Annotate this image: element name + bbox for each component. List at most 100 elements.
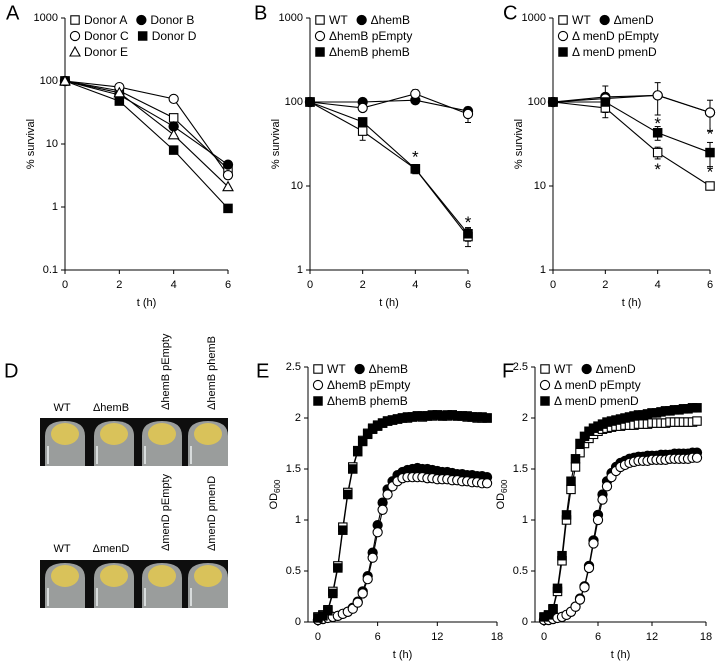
marker (70, 15, 80, 25)
chart-panel: F 0 0.5 1 1.5 2 2.5 0 6 12 18 t (h) OD600 WT ΔmenD Δ me… (495, 360, 712, 661)
annotation: * (707, 162, 714, 181)
legend-label: ΔhemB phemB (327, 394, 408, 408)
marker (314, 30, 326, 42)
pellet (100, 423, 128, 445)
y-axis-label: OD600 (495, 479, 509, 509)
marker (410, 88, 421, 100)
series-line (64, 80, 229, 166)
marker (313, 396, 323, 406)
legend-label: ΔhemB pEmpty (327, 378, 410, 392)
pellet (148, 565, 176, 587)
legend-entry: WT (313, 362, 346, 376)
y-tick-label: 2 (522, 412, 528, 424)
y-axis-label: % survival (25, 119, 37, 169)
legend-entry: WT (315, 13, 348, 27)
marker (558, 47, 568, 57)
marker (59, 74, 71, 86)
legend-entry: Donor E (69, 45, 128, 59)
marker (312, 379, 324, 391)
marker (114, 96, 125, 106)
marker (328, 588, 338, 599)
marker (557, 30, 569, 42)
marker (323, 606, 333, 616)
x-tick-label: 4 (171, 279, 177, 291)
panel-label: D (4, 360, 18, 382)
marker (352, 597, 363, 608)
y-axis-label-main: OD (495, 493, 507, 510)
tube-label: ΔmenD pmenD (206, 476, 218, 551)
marker (566, 484, 576, 495)
panel-label: B (254, 2, 267, 24)
marker (222, 159, 234, 170)
marker (540, 396, 550, 406)
panel-label: E (256, 360, 269, 382)
legend-entry: WT (540, 362, 573, 376)
marker (315, 15, 325, 25)
marker (692, 416, 702, 426)
y-axis-label-main: OD (268, 493, 280, 510)
legend-label: ΔmenD (614, 13, 654, 27)
annotation: * (465, 213, 472, 232)
y-tick-label: 2.5 (513, 361, 528, 373)
series-line (64, 80, 229, 209)
legend-label: ΔhemB pEmpty (329, 29, 412, 43)
marker (570, 454, 581, 464)
y-axis-label-sub: 600 (273, 479, 282, 493)
tube-label: ΔhemB pEmpty (160, 333, 172, 410)
marker (222, 170, 234, 181)
annotation: * (654, 114, 661, 133)
y-axis-label-main: % survival (25, 119, 37, 169)
marker (570, 601, 581, 612)
legend-label: Donor B (150, 13, 194, 27)
marker (222, 180, 234, 192)
marker (601, 481, 613, 492)
marker (482, 413, 492, 423)
y-tick-label: 0.1 (43, 264, 58, 276)
y-tick-label: 0.5 (513, 565, 528, 577)
marker (597, 494, 608, 505)
x-tick-label: 18 (491, 631, 503, 643)
legend-entry: WT (558, 13, 591, 27)
marker (539, 379, 551, 391)
marker (136, 14, 147, 26)
marker (583, 562, 595, 574)
x-tick-label: 6 (375, 631, 381, 643)
marker (574, 594, 586, 605)
legend-entry: ΔhemB (356, 13, 410, 27)
marker (570, 462, 581, 472)
marker (168, 93, 179, 105)
pellet (51, 565, 79, 587)
marker (652, 90, 663, 101)
legend-label: ΔhemB (369, 362, 408, 376)
x-tick-label: 2 (116, 279, 122, 291)
y-tick-label: 1 (522, 514, 528, 526)
tube-label: ΔhemB phemB (206, 336, 218, 410)
legend-label: ΔhemB phemB (329, 45, 410, 59)
x-tick-label: 0 (62, 279, 68, 291)
chart-panel: A 0.1 1 10 100 1000 0 2 4 6 t (h) % survival Donor A… (6, 2, 234, 309)
marker (354, 363, 365, 375)
y-tick-label: 100 (40, 75, 58, 87)
series-line (309, 101, 469, 237)
chart-panel: C 1 10 100 1000 0 2 4 6 t (h) % survival * * * * WT Δmen… (503, 2, 716, 309)
legend-label: Donor A (84, 13, 127, 27)
pellet (194, 423, 222, 445)
pellet (194, 565, 222, 587)
marker (705, 147, 715, 158)
marker (600, 97, 611, 107)
legend-entry: Δ menD pEmpty (539, 378, 641, 392)
x-tick-label: 0 (307, 279, 313, 291)
y-tick-label: 100 (528, 96, 546, 108)
y-tick-label: 0 (522, 616, 528, 628)
series-line (553, 101, 711, 154)
series-line (317, 414, 488, 619)
x-tick-label: 6 (595, 631, 601, 643)
y-tick-label: 1.5 (286, 463, 301, 475)
legend-entry: ΔhemB (354, 362, 408, 376)
y-axis-label: % survival (513, 119, 525, 169)
series-line (552, 94, 711, 114)
x-tick-label: 0 (315, 631, 321, 643)
marker (69, 45, 81, 57)
marker (357, 436, 368, 447)
